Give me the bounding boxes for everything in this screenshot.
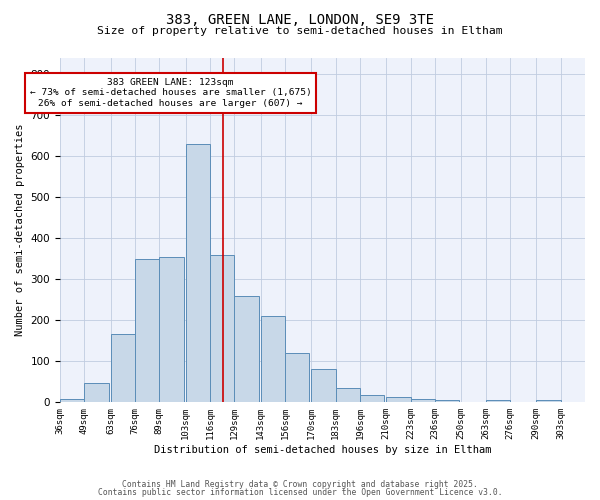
Bar: [135, 258, 159, 402]
Bar: [84, 382, 109, 402]
Y-axis label: Number of semi-detached properties: Number of semi-detached properties: [15, 124, 25, 336]
Text: Size of property relative to semi-detached houses in Eltham: Size of property relative to semi-detach…: [97, 26, 503, 36]
Bar: [110, 334, 135, 402]
Bar: [159, 258, 184, 402]
Bar: [386, 398, 410, 402]
Bar: [360, 395, 385, 402]
Bar: [185, 144, 210, 402]
Bar: [435, 400, 460, 402]
Text: 383 GREEN LANE: 123sqm
← 73% of semi-detached houses are smaller (1,675)
26% of : 383 GREEN LANE: 123sqm ← 73% of semi-det…: [29, 78, 311, 108]
Bar: [285, 353, 310, 403]
Text: 383, GREEN LANE, LONDON, SE9 3TE: 383, GREEN LANE, LONDON, SE9 3TE: [166, 12, 434, 26]
Bar: [235, 296, 259, 403]
Bar: [210, 254, 235, 402]
Text: Contains public sector information licensed under the Open Government Licence v3: Contains public sector information licen…: [98, 488, 502, 497]
Text: Contains HM Land Registry data © Crown copyright and database right 2025.: Contains HM Land Registry data © Crown c…: [122, 480, 478, 489]
Bar: [485, 400, 510, 402]
Bar: [410, 399, 435, 402]
X-axis label: Distribution of semi-detached houses by size in Eltham: Distribution of semi-detached houses by …: [154, 445, 491, 455]
Bar: [260, 316, 285, 402]
Bar: [536, 400, 560, 402]
Bar: [60, 399, 84, 402]
Bar: [311, 370, 335, 402]
Bar: [335, 388, 360, 402]
